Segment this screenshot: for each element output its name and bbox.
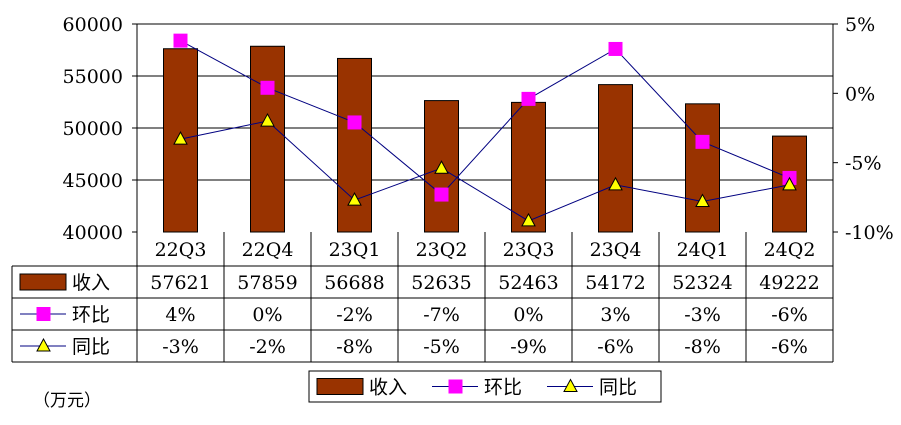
category-label: 22Q4 [242, 239, 294, 261]
环比-point [347, 115, 362, 130]
left-tick-label: 50000 [63, 118, 123, 140]
环比-point [695, 134, 710, 149]
同比-point [695, 193, 710, 207]
legend-label: 环比 [484, 377, 522, 399]
left-tick-label: 45000 [63, 170, 123, 192]
环比-point [521, 91, 536, 106]
同比-point [521, 212, 536, 227]
category-label: 24Q2 [764, 239, 816, 261]
row-label: 收入 [72, 272, 110, 294]
环比-point [260, 80, 275, 95]
table-cell: 52463 [498, 272, 558, 294]
table-cell: -3% [162, 336, 199, 358]
同比-point [608, 176, 623, 191]
left-tick-label: 60000 [63, 14, 123, 36]
left-tick-label: 40000 [63, 222, 123, 244]
category-label: 22Q3 [155, 239, 207, 261]
table-cell: -2% [336, 304, 373, 326]
同比-point [347, 192, 362, 206]
row-key-marker [36, 307, 51, 321]
table-cell: -7% [423, 304, 460, 326]
table-cell: -6% [771, 304, 808, 326]
bar-23Q1 [337, 57, 372, 233]
环比-point [173, 33, 188, 48]
right-tick-label: -10% [845, 222, 894, 244]
legend: 收入 环比 同比 [308, 370, 662, 403]
legend-key-marker [563, 378, 578, 392]
table-cell: 3% [600, 304, 630, 326]
table-cell: 49222 [759, 272, 819, 294]
同比-point [434, 160, 449, 174]
right-tick-label: 5% [845, 14, 875, 36]
data-table: 22Q3 22Q4 23Q1 23Q2 23Q3 23Q4 24Q1 24Q2 收入 57621 5… [11, 232, 834, 363]
table-cell: 54172 [585, 272, 645, 294]
category-label: 23Q4 [590, 239, 642, 261]
table-cell: 0% [513, 304, 543, 326]
同比-line [180, 120, 790, 222]
table-cell: 52324 [672, 272, 732, 294]
table-cell: -6% [771, 336, 808, 358]
unit-label: （万元） [33, 391, 101, 411]
table-cell: 0% [252, 304, 282, 326]
axes: 40000 45000 50000 55000 60000 -10% -5% 0% 5% [63, 14, 894, 244]
bar-23Q4 [598, 84, 633, 233]
category-label: 24Q1 [677, 239, 729, 261]
table-cell: 4% [165, 304, 195, 326]
table-cell: -5% [423, 336, 460, 358]
table-cell: -8% [684, 336, 721, 358]
table-cell: -2% [249, 336, 286, 358]
table-cell: 52635 [411, 272, 471, 294]
bar-23Q3 [511, 101, 546, 233]
table-cell: -6% [597, 336, 634, 358]
table-cell: -8% [336, 336, 373, 358]
legend-key-marker [448, 379, 463, 394]
left-tick-label: 55000 [63, 66, 123, 88]
table-cell: -3% [684, 304, 721, 326]
legend-label: 收入 [369, 377, 407, 399]
table-cell: -9% [510, 336, 547, 358]
bar-22Q4 [250, 45, 285, 233]
row-label: 环比 [72, 304, 110, 326]
table-cell: 57621 [150, 272, 210, 294]
row-key-bar [19, 273, 67, 291]
lines [173, 33, 797, 227]
row-key-marker [36, 337, 51, 352]
category-label: 23Q3 [503, 239, 555, 261]
legend-label: 同比 [599, 377, 637, 399]
legend-key-bar [316, 378, 364, 395]
bar-24Q1 [685, 103, 720, 233]
同比-point [173, 131, 188, 145]
环比-point [608, 41, 623, 56]
table-cell: 56688 [324, 272, 384, 294]
legend-box [308, 370, 662, 403]
环比-point [434, 187, 449, 202]
category-label: 23Q2 [416, 239, 468, 261]
row-label: 同比 [72, 336, 110, 358]
同比-point [260, 113, 275, 127]
table-cell: 57859 [237, 272, 297, 294]
category-label: 23Q1 [329, 239, 381, 261]
同比-point [782, 176, 797, 191]
环比-line [180, 40, 790, 196]
right-tick-label: -5% [845, 153, 882, 175]
right-tick-label: 0% [845, 83, 875, 105]
